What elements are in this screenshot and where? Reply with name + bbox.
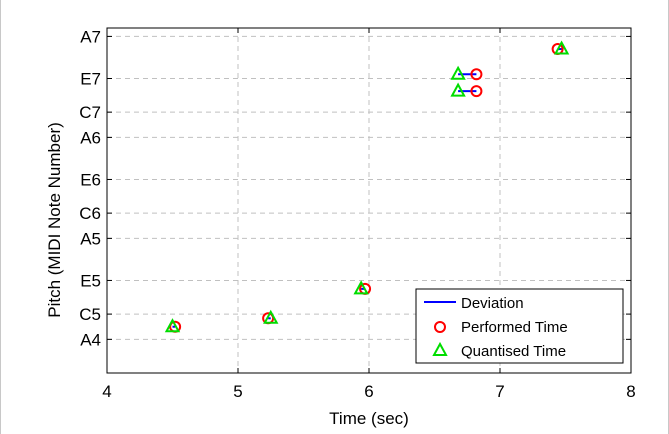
- legend-performed-marker: [434, 321, 446, 333]
- data-layer: [164, 40, 570, 333]
- y-tick-label: E7: [80, 69, 101, 88]
- performed-time-point: [470, 85, 483, 98]
- y-tick-label: C6: [79, 204, 101, 223]
- legend-quantised-label: Quantised Time: [461, 343, 566, 360]
- quantised-time-point: [353, 280, 369, 295]
- quantised-time-point: [263, 309, 279, 324]
- y-tick-label: C5: [79, 305, 101, 324]
- x-tick-label: 7: [495, 382, 504, 401]
- y-axis-label: Pitch (MIDI Note Number): [45, 122, 64, 318]
- legend: Deviation Performed Time Quantised Time: [415, 288, 624, 364]
- legend-quantised-marker: [432, 341, 448, 356]
- x-tick-label: 5: [233, 382, 242, 401]
- quantised-time-point: [164, 318, 181, 333]
- x-tick-label: 4: [102, 382, 111, 401]
- performed-time-point: [470, 68, 483, 81]
- y-tick-label: E6: [80, 170, 101, 189]
- y-tick-label: A4: [80, 330, 101, 349]
- x-tick-label: 8: [626, 382, 635, 401]
- quantised-time-point: [450, 82, 466, 97]
- quantised-time-point: [553, 40, 570, 55]
- y-tick-label: E5: [80, 271, 101, 290]
- y-tick-label: A6: [80, 128, 101, 147]
- x-axis-label: Time (sec): [329, 409, 409, 428]
- legend-deviation-label: Deviation: [461, 295, 524, 312]
- tick-layer: 4 5 6 7 8 A4 C5 E5 A5 C6 E6 A6 C7 E7 A7: [79, 27, 635, 401]
- y-tick-label: A7: [80, 27, 101, 46]
- quantised-time-point: [450, 65, 466, 80]
- legend-performed-label: Performed Time: [461, 319, 568, 336]
- x-tick-label: 6: [364, 382, 373, 401]
- y-tick-label: A5: [80, 229, 101, 248]
- y-tick-label: C7: [79, 103, 101, 122]
